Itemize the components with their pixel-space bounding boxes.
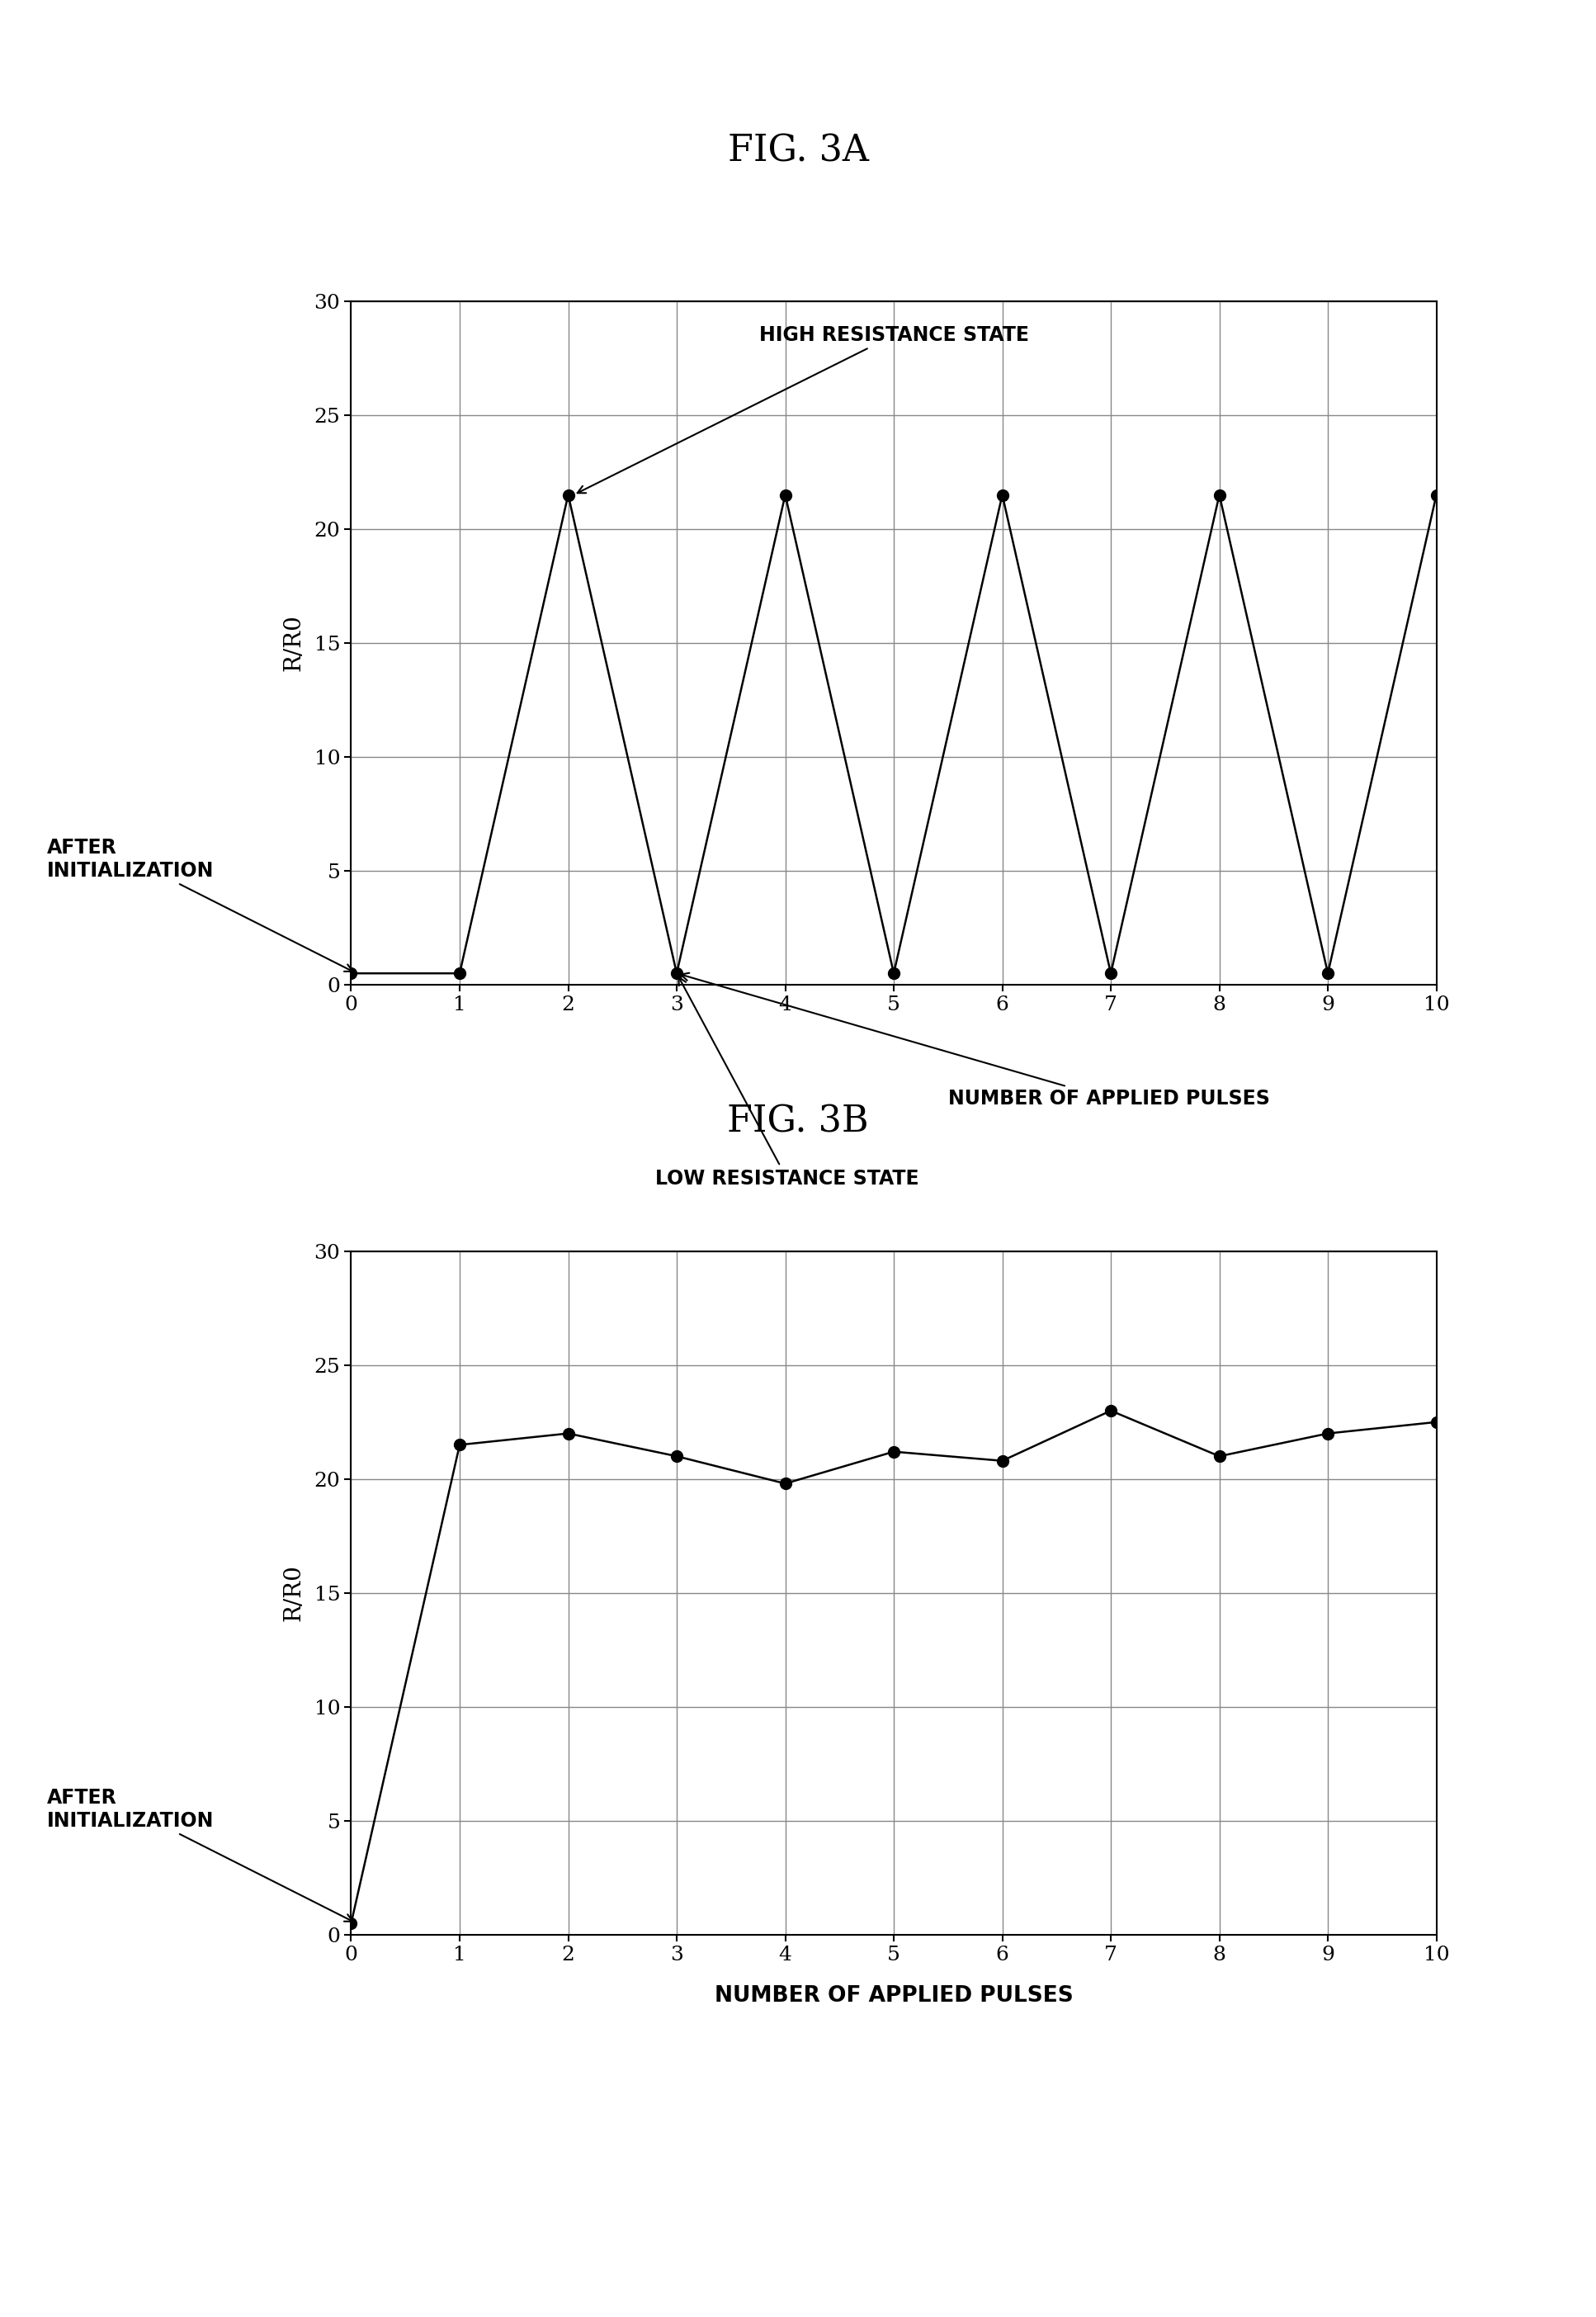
Text: AFTER
INITIALIZATION: AFTER INITIALIZATION xyxy=(48,1789,353,1921)
Y-axis label: R/R0: R/R0 xyxy=(282,1564,305,1622)
X-axis label: NUMBER OF APPLIED PULSES: NUMBER OF APPLIED PULSES xyxy=(715,1986,1073,2007)
Text: NUMBER OF APPLIED PULSES: NUMBER OF APPLIED PULSES xyxy=(681,973,1270,1108)
Text: HIGH RESISTANCE STATE: HIGH RESISTANCE STATE xyxy=(578,324,1029,494)
Text: AFTER
INITIALIZATION: AFTER INITIALIZATION xyxy=(48,839,353,971)
Text: LOW RESISTANCE STATE: LOW RESISTANCE STATE xyxy=(654,978,919,1189)
Text: FIG. 3B: FIG. 3B xyxy=(728,1103,868,1140)
Y-axis label: R/R0: R/R0 xyxy=(282,614,305,672)
Text: FIG. 3A: FIG. 3A xyxy=(728,132,868,169)
